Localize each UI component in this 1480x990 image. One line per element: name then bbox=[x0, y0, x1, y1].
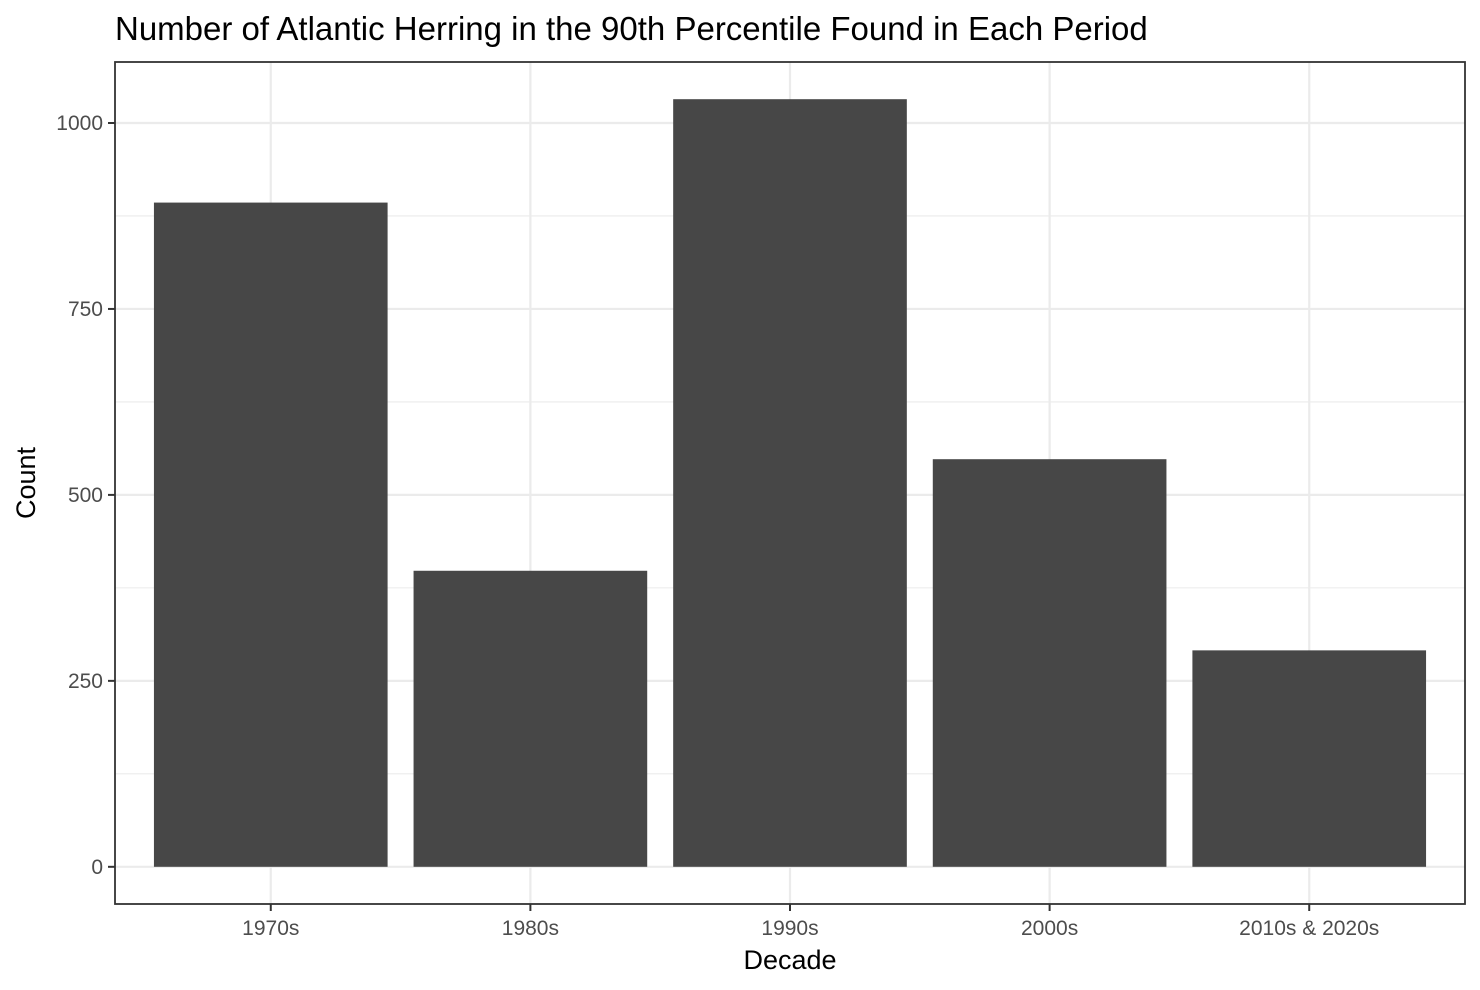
bars bbox=[153, 99, 1427, 867]
x-axis-title: Decade bbox=[743, 945, 836, 975]
y-axis-ticks: 0 250 500 750 1000 bbox=[56, 112, 115, 879]
x-tick-label: 1990s bbox=[761, 917, 818, 940]
bar-1970s bbox=[153, 202, 388, 867]
bar-1990s bbox=[673, 99, 907, 867]
x-tick-label: 1980s bbox=[502, 917, 559, 940]
x-axis-ticks: 1970s 1980s 1990s 2000s 2010s & 2020s bbox=[242, 904, 1379, 940]
y-axis-title: Count bbox=[11, 446, 41, 519]
bar-2010s-2020s bbox=[1192, 650, 1427, 867]
bar-1980s bbox=[413, 570, 648, 867]
y-tick-label: 250 bbox=[68, 670, 103, 693]
y-tick-label: 0 bbox=[91, 856, 103, 879]
y-tick-label: 750 bbox=[68, 298, 103, 321]
chart-title: Number of Atlantic Herring in the 90th P… bbox=[115, 10, 1148, 47]
y-tick-label: 1000 bbox=[56, 112, 103, 135]
bar-2000s bbox=[932, 459, 1167, 867]
x-tick-label: 2000s bbox=[1021, 917, 1078, 940]
x-tick-label: 2010s & 2020s bbox=[1239, 917, 1379, 940]
y-tick-label: 500 bbox=[68, 484, 103, 507]
x-tick-label: 1970s bbox=[242, 917, 299, 940]
